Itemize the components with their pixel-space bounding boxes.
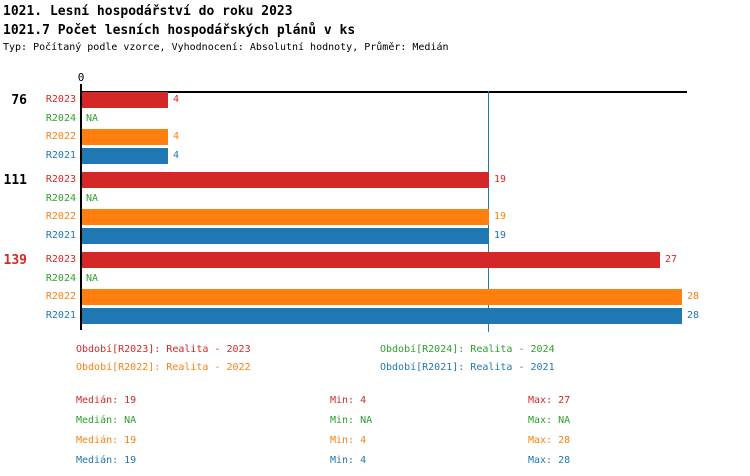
bar-value-label: 28 — [687, 310, 700, 321]
stat-median-cell: Medián: NA — [76, 415, 137, 426]
group-label: 111 — [3, 173, 27, 188]
bar — [82, 228, 489, 244]
group-label: 139 — [3, 253, 27, 268]
legend-item: Období[R2024]: Realita - 2024 — [380, 344, 555, 355]
stat-median-cell: Medián: 19 — [76, 455, 137, 466]
stat-min-cell: Min: 4 — [330, 435, 367, 446]
legend-item: Období[R2022]: Realita - 2022 — [76, 362, 251, 373]
bar — [82, 308, 682, 324]
bar — [82, 209, 489, 225]
series-label: R2023 — [45, 94, 76, 105]
stat-max-cell: Max: 28 — [528, 435, 571, 446]
stat-min-cell: Min: 4 — [330, 395, 367, 406]
na-value-label: NA — [86, 273, 99, 284]
bar-value-label: 4 — [173, 150, 180, 161]
series-label: R2024 — [45, 113, 76, 124]
series-label: R2021 — [45, 230, 76, 241]
chart-info-line: Typ: Počítaný podle vzorce, Vyhodnocení:… — [3, 42, 449, 53]
series-label: R2021 — [45, 310, 76, 321]
stat-max-cell: Max: 27 — [528, 395, 571, 406]
zero-tick-label: 0 — [77, 71, 85, 84]
stat-median-cell: Medián: 19 — [76, 435, 137, 446]
stat-max-cell: Max: 28 — [528, 455, 571, 466]
bar — [82, 289, 682, 305]
bar — [82, 172, 489, 188]
bar-value-label: 28 — [687, 291, 700, 302]
stat-min-cell: Min: 4 — [330, 455, 367, 466]
bar — [82, 148, 168, 164]
series-label: R2022 — [45, 291, 76, 302]
series-label: R2023 — [45, 174, 76, 185]
series-label: R2023 — [45, 254, 76, 265]
bar-value-label: 4 — [173, 94, 180, 105]
bar — [82, 129, 168, 145]
bar-value-label: 4 — [173, 131, 180, 142]
series-label: R2022 — [45, 211, 76, 222]
legend-item: Období[R2023]: Realita - 2023 — [76, 344, 251, 355]
chart-title: 1021. Lesní hospodářství do roku 2023 — [3, 4, 293, 19]
series-label: R2021 — [45, 150, 76, 161]
bar-value-label: 19 — [494, 230, 507, 241]
legend-item: Období[R2021]: Realita - 2021 — [380, 362, 555, 373]
x-axis-topline — [81, 91, 687, 93]
bar-value-label: 19 — [494, 211, 507, 222]
bar — [82, 92, 168, 108]
stat-max-cell: Max: NA — [528, 415, 571, 426]
stat-min-cell: Min: NA — [330, 415, 373, 426]
bar-value-label: 27 — [665, 254, 678, 265]
bar — [82, 252, 660, 268]
bar-value-label: 19 — [494, 174, 507, 185]
series-label: R2022 — [45, 131, 76, 142]
stat-median-cell: Medián: 19 — [76, 395, 137, 406]
na-value-label: NA — [86, 113, 99, 124]
series-label: R2024 — [45, 273, 76, 284]
y-axis-line — [80, 84, 82, 330]
chart-subtitle: 1021.7 Počet lesních hospodářských plánů… — [3, 23, 356, 38]
series-label: R2024 — [45, 193, 76, 204]
na-value-label: NA — [86, 193, 99, 204]
group-label: 76 — [11, 93, 27, 108]
